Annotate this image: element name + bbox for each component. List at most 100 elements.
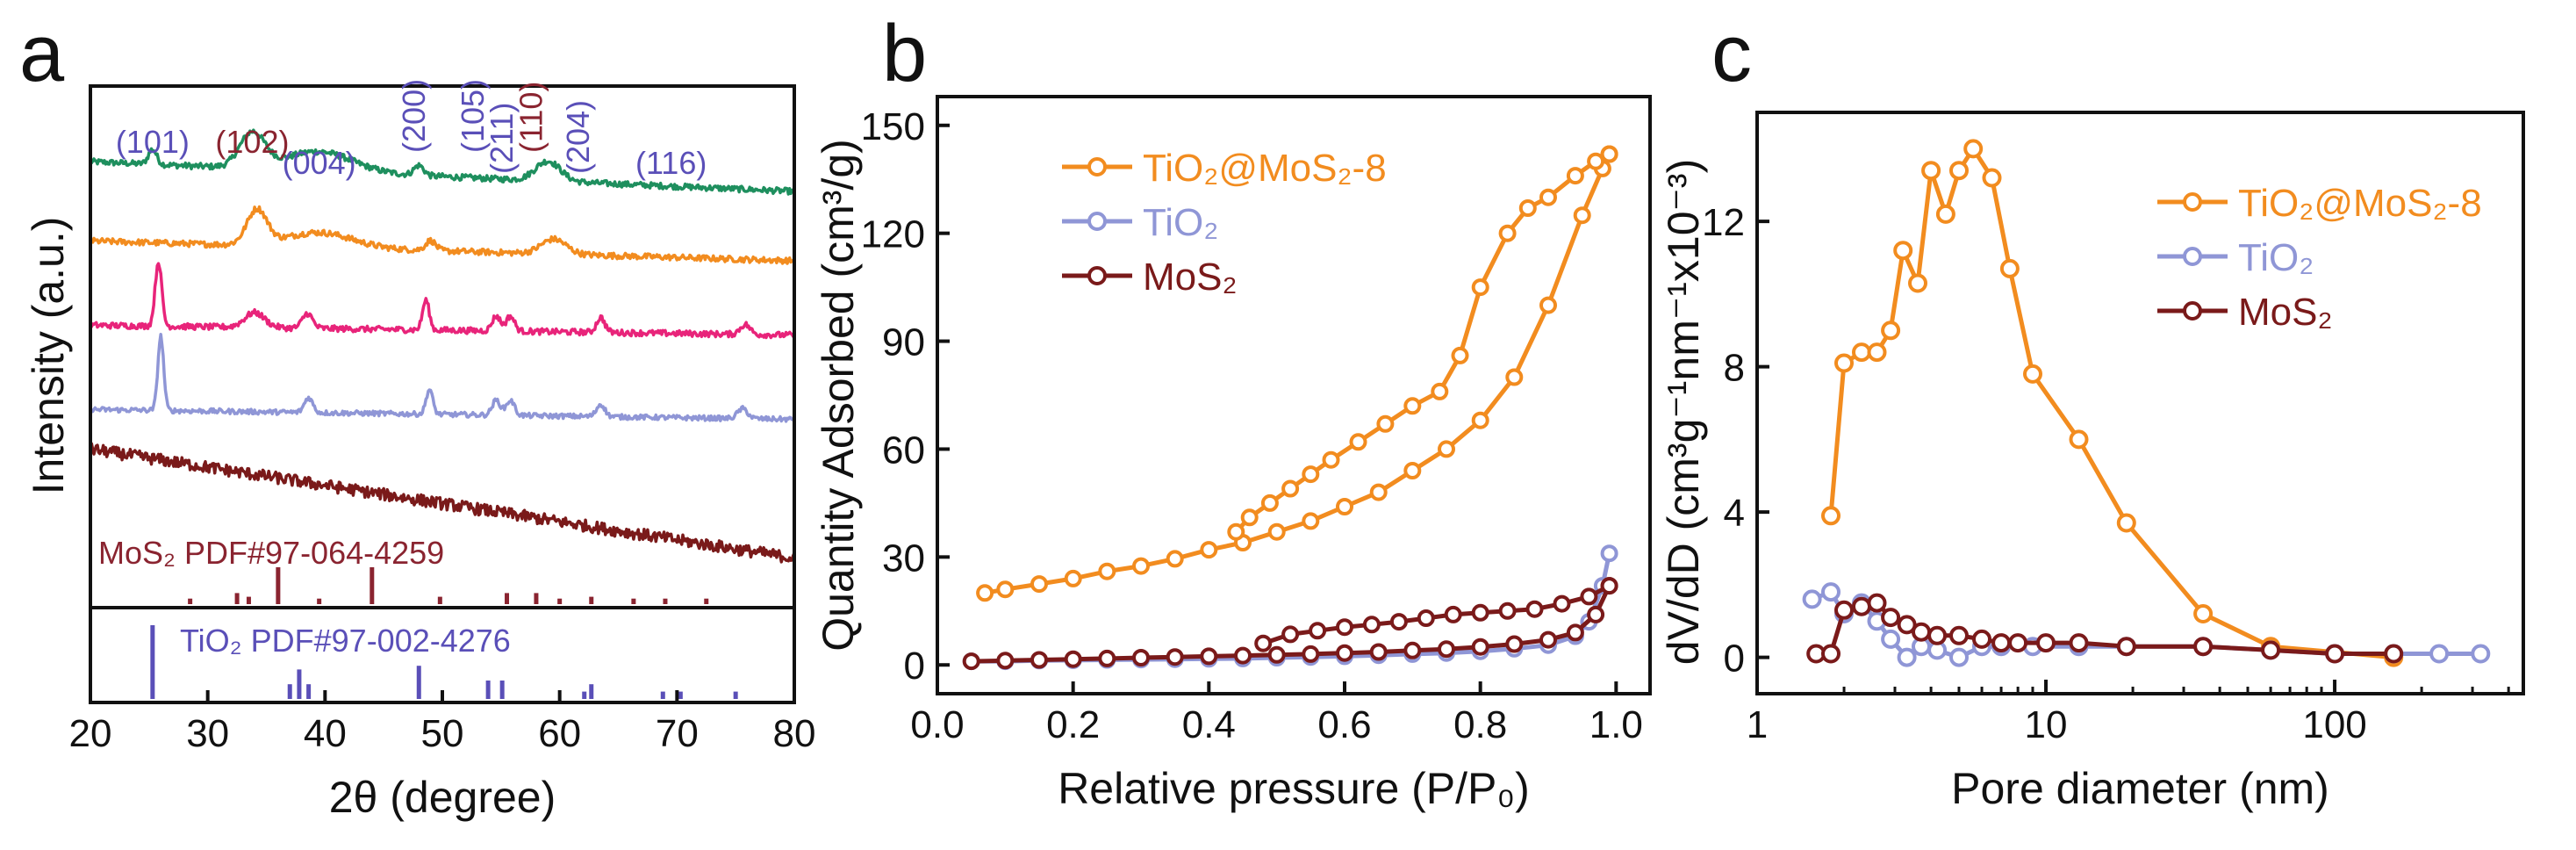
isotherm-point	[1376, 414, 1395, 433]
xrd-trace	[89, 262, 796, 340]
pore-line	[1828, 146, 2394, 660]
xrd-xtick-label: 20	[69, 712, 112, 755]
xrd-trace	[89, 128, 795, 196]
isotherm-point	[1403, 397, 1422, 415]
isotherm-point	[1471, 603, 1489, 622]
isotherm-line	[1234, 152, 1611, 534]
isotherm-point	[1302, 645, 1320, 663]
isotherm-point	[1166, 648, 1184, 666]
isotherm-point	[1260, 493, 1279, 512]
isotherm-point	[1518, 199, 1537, 217]
pore-point	[2193, 604, 2214, 623]
pore-point	[2069, 633, 2089, 653]
isotherm-point	[1403, 641, 1422, 659]
pore-ylabel: dV/dD (cm³g⁻¹nm⁻¹x10⁻³)	[1659, 159, 1708, 665]
isotherm-xtick-label: 1.0	[1589, 703, 1643, 746]
isotherm-point	[1349, 433, 1367, 451]
pore-point	[1893, 241, 1913, 261]
pore-xtick-label: 10	[2025, 703, 2068, 746]
xrd-trace	[89, 442, 796, 564]
isotherm-point	[1302, 465, 1320, 484]
isotherm-point	[1132, 557, 1150, 575]
isotherm-legend-marker	[1087, 157, 1107, 176]
pore-point	[2384, 644, 2404, 664]
isotherm-point	[1438, 640, 1455, 659]
xrd-xtick-label: 70	[656, 712, 699, 755]
pore-point	[1921, 161, 1941, 181]
isotherm-xtick-label: 0.8	[1453, 703, 1507, 746]
isotherm-point	[1498, 601, 1517, 620]
isotherm-point	[976, 584, 994, 602]
isotherm-point	[1064, 569, 1082, 587]
pore-point	[1834, 600, 1854, 620]
isotherm-xtick-label: 0.2	[1046, 703, 1100, 746]
pore-point	[1949, 161, 1969, 181]
isotherm-ytick-label: 150	[861, 105, 925, 148]
pore-legend-label: MoS₂	[2238, 291, 2333, 334]
xrd-peak-label: (116)	[635, 145, 707, 181]
pore-point	[1927, 625, 1948, 645]
pore-point	[1935, 204, 1955, 224]
pore-point	[2116, 513, 2136, 533]
isotherm-legend-marker	[1087, 266, 1107, 285]
xrd-peak-label: (101)	[116, 124, 190, 160]
pore-point	[2008, 633, 2028, 653]
xrd-xtick-label: 40	[304, 712, 347, 755]
panel-letter-a: a	[19, 9, 65, 98]
pore-point	[1982, 168, 2002, 188]
isotherm-frame	[936, 95, 1652, 695]
isotherm-xtick-label: 0.6	[1317, 703, 1371, 746]
isotherm-point	[1166, 550, 1184, 568]
isotherm-legend-marker	[1087, 212, 1107, 231]
isotherm-point	[1336, 498, 1353, 515]
isotherm-point	[1098, 649, 1116, 667]
isotherm-point	[1302, 512, 1320, 530]
isotherm-point	[1254, 634, 1273, 652]
xrd-trace	[89, 332, 796, 423]
pore-xtick-label: 1	[1747, 703, 1768, 746]
plot-text-layer: (101) (102)(004) (200) (105)(211)(110) (204)…	[19, 9, 2482, 822]
xrd-peak-label: (110)	[513, 82, 549, 153]
isotherm-point	[1573, 206, 1591, 225]
panel-letter-b: b	[882, 9, 927, 98]
xrd-xtick-label: 80	[773, 712, 816, 755]
isotherm-legend-label: TiO₂@MoS₂-8	[1143, 147, 1387, 190]
pore-point	[2116, 637, 2136, 657]
pore-markers	[1806, 593, 2404, 664]
pore-ytick-label: 0	[1724, 638, 1745, 681]
isotherm-ylabel: Quantity Adsorbed (cm³/g)	[814, 139, 863, 652]
isotherm-point	[1281, 479, 1300, 498]
isotherm-point	[996, 580, 1015, 599]
pore-point	[1802, 589, 1822, 609]
pore-point	[1852, 342, 1871, 363]
mos2-reference-label: MoS₂ PDF#97-064-4259	[98, 535, 444, 571]
pore-ytick-label: 8	[1724, 347, 1745, 390]
isotherm-point	[1444, 605, 1462, 623]
isotherm-point	[1322, 450, 1340, 469]
pore-point	[1972, 629, 1991, 649]
isotherm-markers	[1254, 577, 1618, 652]
isotherm-point	[1369, 643, 1388, 661]
isotherm-point	[1438, 440, 1455, 458]
xrd-trace	[89, 205, 796, 265]
isotherm-xtick-label: 0.0	[910, 703, 964, 746]
pore-point	[2429, 644, 2450, 664]
isotherm-point	[1309, 622, 1327, 640]
xrd-peak-label: (004)	[283, 145, 356, 181]
plot-frames-layer	[89, 84, 2525, 704]
pore-point	[2036, 633, 2056, 653]
pore-point	[1897, 615, 1917, 635]
pore-legend-marker	[2183, 301, 2202, 321]
isotherm-point	[1587, 605, 1605, 623]
pore-frame	[1755, 111, 2525, 695]
isotherm-point	[1505, 635, 1524, 653]
pore-point	[1949, 625, 1969, 645]
isotherm-point	[1369, 483, 1388, 501]
isotherm-ytick-label: 90	[882, 321, 925, 364]
isotherm-xlabel: Relative pressure (P/P₀)	[1058, 764, 1530, 813]
isotherm-legend-label: TiO₂	[1143, 201, 1218, 244]
isotherm-point	[1505, 368, 1524, 386]
isotherm-ytick-label: 120	[861, 213, 925, 256]
isotherm-point	[1431, 382, 1449, 400]
